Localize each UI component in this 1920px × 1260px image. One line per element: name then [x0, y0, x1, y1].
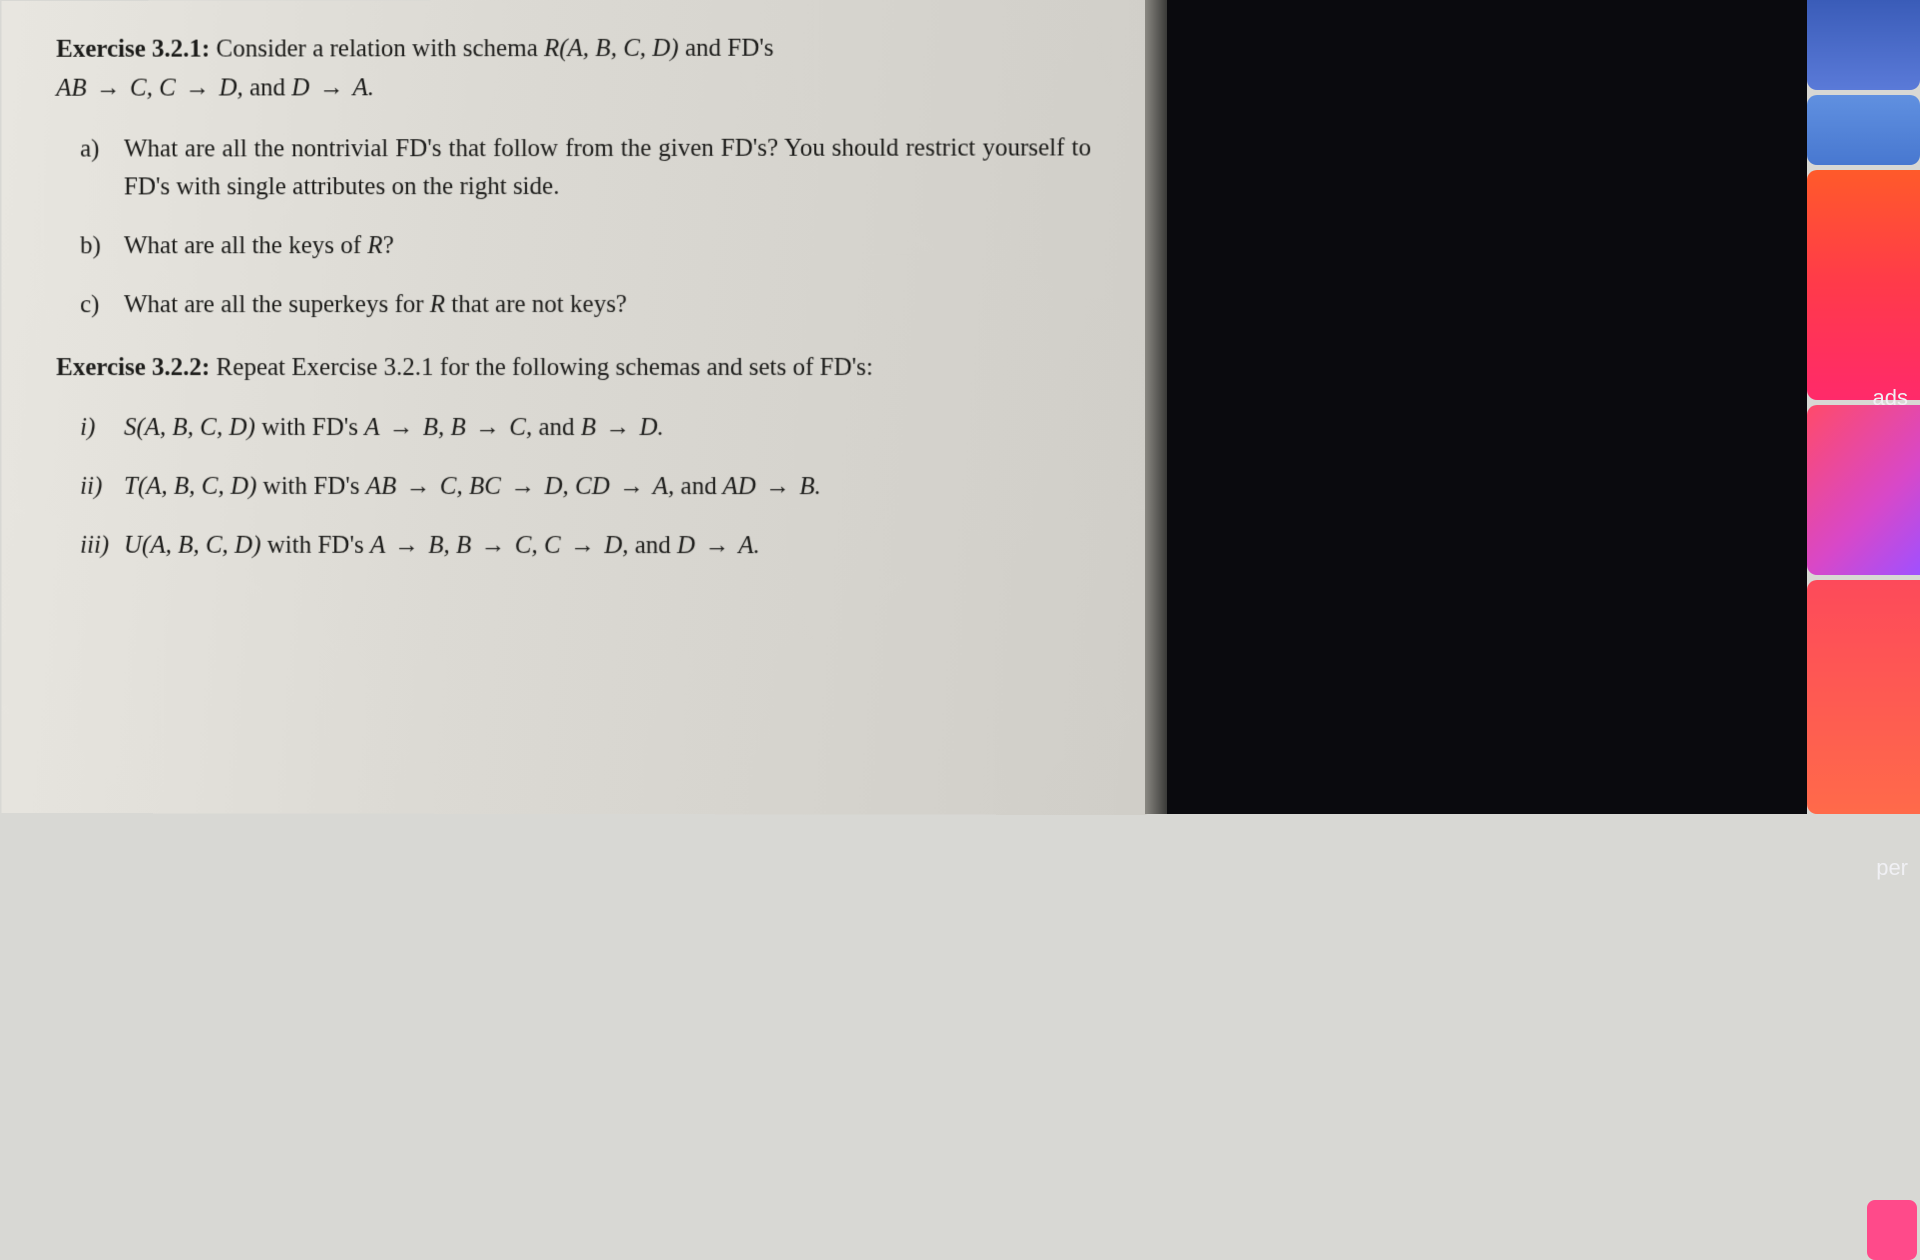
schema-s: S(A, B, C, D)	[124, 414, 255, 441]
part-ii-label: ii)	[80, 468, 116, 507]
textbook-page: Exercise 3.2.1: Consider a relation with…	[1, 0, 1146, 815]
part-ii-fds: AB → C, BC → D, CD → A, and AD → B.	[366, 473, 821, 500]
schema-u: U(A, B, C, D)	[124, 532, 261, 559]
part-b-label: b)	[80, 227, 116, 266]
part-c: c)What are all the superkeys for R that …	[124, 285, 1091, 324]
part-b: b)What are all the keys of R?	[124, 227, 1091, 266]
fd-list: AB → C, C → D, and D → A.	[56, 74, 374, 101]
part-c-text-1: What are all the superkeys for	[124, 291, 430, 318]
part-a-label: a)	[80, 130, 116, 169]
dark-background	[1167, 0, 1807, 814]
part-i-label: i)	[80, 409, 116, 448]
intro-text-1: Consider a relation with schema	[216, 35, 544, 62]
part-iii-fds: A → B, B → C, C → D, and D → A.	[370, 532, 760, 559]
part-b-text-2: ?	[383, 232, 394, 259]
page-edge-shadow	[1145, 0, 1167, 814]
exercise-3-2-2-intro: Exercise 3.2.2: Repeat Exercise 3.2.1 fo…	[56, 348, 1091, 387]
part-ii-with: with FD's	[257, 473, 366, 500]
schema-t: T(A, B, C, D)	[124, 473, 257, 500]
intro-text-2: and FD's	[679, 35, 774, 62]
part-iii-with: with FD's	[261, 532, 370, 559]
dock-tile-blue-2[interactable]	[1807, 95, 1920, 165]
part-a: a)What are all the nontrivial FD's that …	[124, 129, 1091, 208]
macos-dock-strip: ads per	[1807, 0, 1920, 814]
part-a-text: What are all the nontrivial FD's that fo…	[124, 134, 1091, 201]
ex2-intro-text: Repeat Exercise 3.2.1 for the following …	[216, 353, 873, 380]
dock-tile-red-2[interactable]	[1807, 580, 1920, 814]
part-b-text-1: What are all the keys of	[124, 232, 368, 259]
label-per: per	[1876, 855, 1908, 881]
part-b-rel: R	[368, 232, 383, 259]
dock-tile-red[interactable]: ads	[1807, 170, 1920, 400]
dock-pill-icon	[1867, 1200, 1917, 1260]
exercise-number: Exercise 3.2.1:	[56, 36, 210, 63]
part-i-with: with FD's	[255, 414, 364, 441]
part-i: i)S(A, B, C, D) with FD's A → B, B → C, …	[124, 409, 1091, 448]
part-c-rel: R	[430, 291, 445, 318]
exercise-3-2-1-parts: a)What are all the nontrivial FD's that …	[56, 129, 1091, 325]
part-c-text-2: that are not keys?	[445, 291, 627, 318]
part-ii: ii)T(A, B, C, D) with FD's AB → C, BC → …	[124, 468, 1091, 507]
exercise-number-2: Exercise 3.2.2:	[56, 354, 210, 381]
part-c-label: c)	[80, 286, 116, 325]
exercise-3-2-2-parts: i) S(A, B, C, D) with FD's A → B, B → C, …	[56, 409, 1091, 566]
dock-tile-blue-1[interactable]	[1807, 0, 1920, 90]
schema-r: R(A, B, C, D)	[544, 35, 679, 62]
part-iii: iii)U(A, B, C, D) with FD's A → B, B → C…	[124, 527, 1091, 566]
part-i-fds: A → B, B → C, and B → D.	[365, 414, 664, 441]
dock-tile-purple[interactable]: per	[1807, 405, 1920, 575]
exercise-3-2-1-intro: Exercise 3.2.1: Consider a relation with…	[56, 29, 1091, 108]
part-iii-label: iii)	[80, 526, 116, 565]
